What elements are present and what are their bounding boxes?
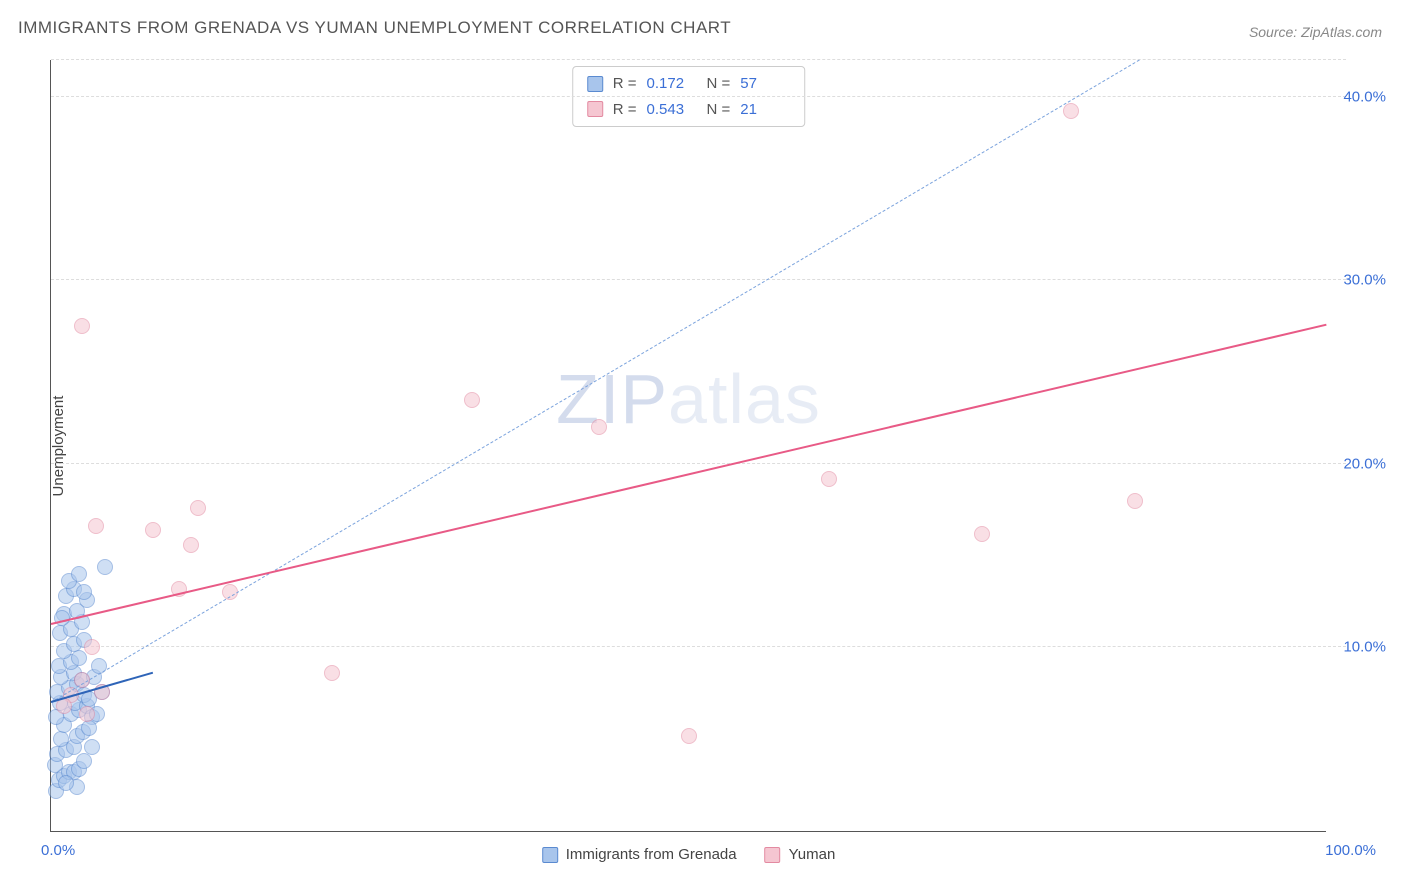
swatch-series-0-b [542, 847, 558, 863]
legend-stats-row-1: R = 0.543 N = 21 [587, 97, 791, 123]
series-name-0: Immigrants from Grenada [566, 846, 737, 863]
data-point [84, 639, 100, 655]
data-point [591, 419, 607, 435]
data-point [91, 658, 107, 674]
gridline [51, 279, 1346, 280]
data-point [88, 518, 104, 534]
chart-container: IMMIGRANTS FROM GRENADA VS YUMAN UNEMPLO… [0, 0, 1406, 892]
legend-item-1: Yuman [765, 846, 836, 863]
swatch-series-1-b [765, 847, 781, 863]
watermark-prefix: ZIP [556, 360, 668, 438]
trend-line [51, 59, 1140, 702]
source-attribution: Source: ZipAtlas.com [1249, 24, 1382, 40]
r-value-1: 0.543 [647, 97, 697, 123]
data-point [1127, 493, 1143, 509]
data-point [97, 559, 113, 575]
data-point [79, 706, 95, 722]
swatch-series-1 [587, 101, 603, 117]
y-tick-label: 20.0% [1343, 455, 1386, 472]
data-point [183, 537, 199, 553]
data-point [58, 775, 74, 791]
legend-stats-row-0: R = 0.172 N = 57 [587, 71, 791, 97]
data-point [821, 471, 837, 487]
gridline [51, 646, 1346, 647]
x-tick-end: 100.0% [1325, 842, 1376, 859]
n-value-1: 21 [740, 97, 790, 123]
data-point [145, 522, 161, 538]
plot-area: ZIPatlas 0.0% 100.0% R = 0.172 N = 57 R … [50, 60, 1326, 832]
legend-item-0: Immigrants from Grenada [542, 846, 737, 863]
data-point [71, 650, 87, 666]
y-tick-label: 30.0% [1343, 272, 1386, 289]
data-point [74, 318, 90, 334]
data-point [324, 665, 340, 681]
watermark-suffix: atlas [668, 360, 821, 438]
n-label: N = [707, 97, 731, 123]
data-point [76, 753, 92, 769]
gridline [51, 59, 1346, 60]
data-point [53, 731, 69, 747]
legend-series: Immigrants from Grenada Yuman [542, 846, 836, 863]
r-value-0: 0.172 [647, 71, 697, 97]
gridline [51, 96, 1346, 97]
data-point [84, 739, 100, 755]
trend-line [51, 324, 1326, 625]
data-point [974, 526, 990, 542]
series-name-1: Yuman [789, 846, 836, 863]
x-tick-start: 0.0% [41, 842, 75, 859]
data-point [1063, 103, 1079, 119]
r-label: R = [613, 71, 637, 97]
data-point [76, 584, 92, 600]
data-point [71, 566, 87, 582]
data-point [464, 392, 480, 408]
data-point [681, 728, 697, 744]
swatch-series-0 [587, 76, 603, 92]
data-point [81, 720, 97, 736]
n-label: N = [707, 71, 731, 97]
gridline [51, 463, 1346, 464]
y-tick-label: 10.0% [1343, 639, 1386, 656]
r-label: R = [613, 97, 637, 123]
data-point [190, 500, 206, 516]
n-value-0: 57 [740, 71, 790, 97]
y-tick-label: 40.0% [1343, 88, 1386, 105]
chart-title: IMMIGRANTS FROM GRENADA VS YUMAN UNEMPLO… [18, 18, 731, 38]
